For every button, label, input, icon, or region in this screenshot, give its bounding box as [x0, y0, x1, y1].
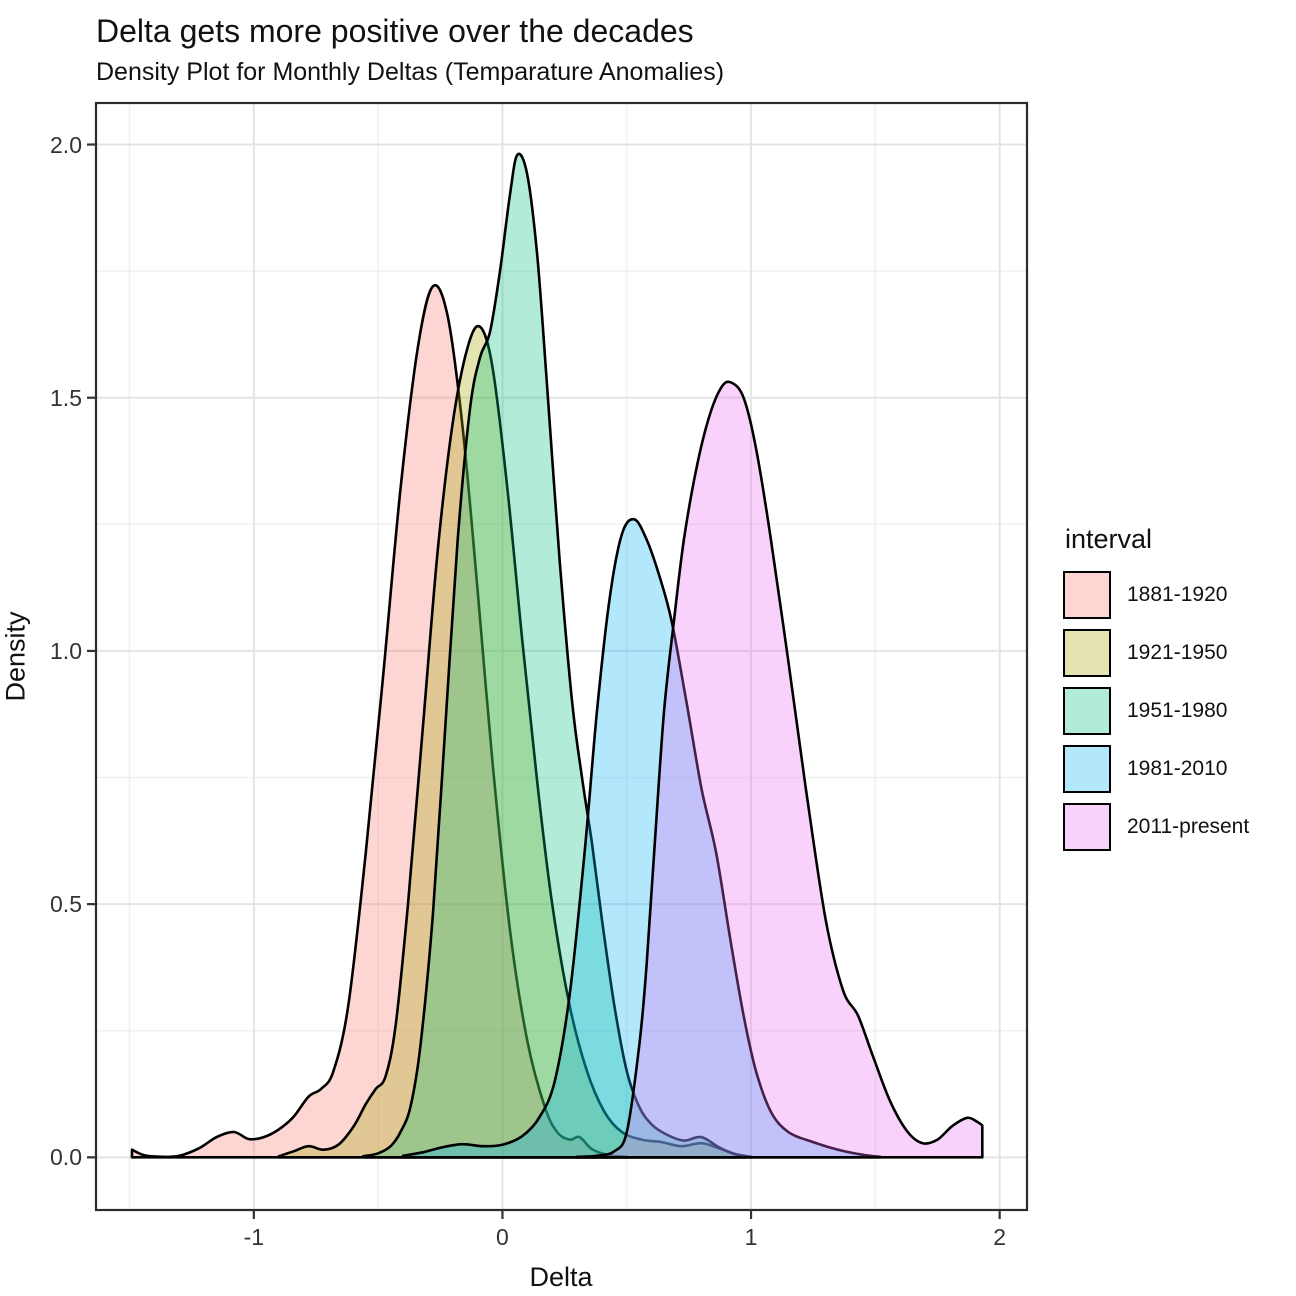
x-tick-label--1: -1	[243, 1224, 265, 1250]
x-tick-label-0: 0	[496, 1224, 509, 1250]
y-axis-title: Density	[0, 611, 31, 702]
x-tick-label-1: 1	[744, 1224, 758, 1250]
legend-swatch-1921-1950	[1063, 629, 1111, 677]
legend-items: 1881-1920 1921-1950 1951-1980 1981-2010 2011…	[1063, 571, 1249, 851]
legend-label: 1951-1980	[1127, 699, 1228, 722]
x-tick-label-2: 2	[993, 1224, 1007, 1250]
y-tick-label-1.5: 1.5	[50, 384, 82, 411]
y-tick-label-2.0: 2.0	[50, 131, 82, 158]
density-curve-1951-1980	[361, 152, 748, 1159]
density-curve-1881-1920	[130, 283, 629, 1159]
legend-label: 1921-1950	[1127, 641, 1228, 664]
legend-label: 1981-2010	[1127, 757, 1228, 780]
y-tick-label-0.5: 0.5	[50, 891, 82, 918]
legend-item-1921-1950: 1921-1950	[1063, 629, 1249, 677]
legend-item-1881-1920: 1881-1920	[1063, 571, 1249, 619]
legend-swatch-2011-present	[1063, 803, 1111, 851]
panel-border	[94, 101, 1029, 1212]
legend-swatch-1981-2010	[1063, 745, 1111, 793]
legend-label: 2011-present	[1127, 815, 1250, 838]
legend-title: interval	[1065, 524, 1153, 554]
legend: interval 1881-1920 1921-1950 1951-1980 1981…	[1063, 524, 1249, 861]
x-axis-title: Delta	[529, 1262, 593, 1292]
density-curve-1981-2010	[401, 517, 882, 1159]
chart-title: Delta gets more positive over the decade…	[96, 13, 694, 49]
legend-item-1981-2010: 1981-2010	[1063, 745, 1249, 793]
y-tick-label-1.0: 1.0	[50, 637, 82, 664]
legend-swatch-1881-1920	[1063, 571, 1111, 619]
chart-subtitle: Density Plot for Monthly Deltas (Tempara…	[96, 58, 725, 86]
y-tick-label-0.0: 0.0	[50, 1144, 82, 1171]
legend-item-1951-1980: 1951-1980	[1063, 687, 1249, 735]
legend-item-2011-present: 2011-present	[1063, 803, 1249, 851]
density-curve-2011-present	[575, 380, 984, 1159]
legend-label: 1881-1920	[1127, 583, 1228, 606]
legend-swatch-1951-1980	[1063, 687, 1111, 735]
density-curve-1921-1950	[277, 324, 753, 1159]
